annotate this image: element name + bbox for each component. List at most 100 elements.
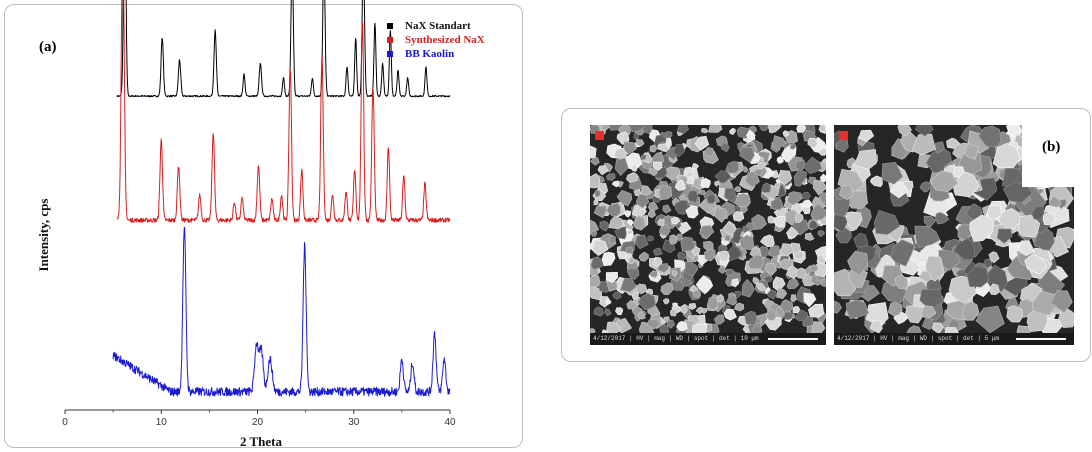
sem-info-text: 4/12/2017 | HV | mag | WD | spot | det |… xyxy=(593,335,759,342)
sem-particle xyxy=(786,277,800,290)
chart-legend: NaX Standart Synthesized NaX BB Kaolin xyxy=(387,20,485,60)
sem-particle xyxy=(698,225,715,239)
sem-particle xyxy=(812,180,826,196)
sem-particle xyxy=(740,205,748,214)
xrd-chart-panel: (a) 0 10 20 30 40 2 Theta Intensity, cps NaX… xyxy=(4,0,523,449)
sem-particle xyxy=(591,230,598,237)
sem-particle xyxy=(688,303,697,310)
sem-particle xyxy=(1024,253,1048,275)
sem-particle xyxy=(600,125,611,131)
sem-particle xyxy=(606,202,621,217)
sem-particle xyxy=(897,125,912,137)
sem-particle xyxy=(597,165,609,176)
sem-particle xyxy=(692,289,701,298)
sem-particle xyxy=(626,299,638,310)
sem-particle xyxy=(658,184,673,201)
sem-particle xyxy=(776,287,788,299)
legend-entry: BB Kaolin xyxy=(405,48,454,60)
sem-particle xyxy=(761,182,771,193)
sem-particle xyxy=(911,133,936,156)
sem-particle xyxy=(612,291,622,300)
sem-particle xyxy=(853,149,877,170)
sem-particle xyxy=(718,266,727,274)
sem-particle xyxy=(658,223,671,236)
sem-particle xyxy=(801,192,811,200)
sem-particle xyxy=(795,267,807,279)
sem-particle xyxy=(634,234,649,250)
sem-particle xyxy=(593,306,605,317)
sem-particle xyxy=(695,306,704,315)
legend-entry: Synthesized NaX xyxy=(405,34,485,46)
sem-particle xyxy=(1018,214,1041,238)
sem-images-panel: 4/12/2017 | HV | mag | WD | spot | det |… xyxy=(561,108,1091,362)
sem-particle xyxy=(640,185,653,196)
sem-particle xyxy=(978,125,1001,147)
sem-particle xyxy=(808,303,825,318)
sem-particle xyxy=(666,319,676,329)
sem-particle xyxy=(751,213,767,230)
sem-particle xyxy=(996,228,1013,244)
sem-particle xyxy=(739,146,755,163)
sem-particle xyxy=(807,137,819,149)
sem-particle xyxy=(679,303,688,314)
sem-particle xyxy=(708,125,723,133)
sem-particle xyxy=(881,162,904,185)
sem-particle xyxy=(706,296,719,311)
sem-particle xyxy=(677,125,689,134)
sem-particle xyxy=(611,180,620,188)
sem-particle xyxy=(931,322,944,335)
series-line xyxy=(116,0,451,223)
sem-particle xyxy=(934,211,950,225)
sem-particle xyxy=(741,166,749,173)
sem-particle xyxy=(794,212,804,224)
sem-particle xyxy=(599,220,610,232)
sem-particle xyxy=(637,293,657,311)
sem-particle xyxy=(619,277,637,293)
sem-particle xyxy=(921,318,935,330)
sem-particle xyxy=(720,142,730,153)
sem-particle xyxy=(606,173,616,181)
sem-particle xyxy=(768,125,781,133)
sem-micrograph-right: 4/12/2017 | HV | mag | WD | spot | det |… xyxy=(834,125,1074,345)
sem-micrograph-left: 4/12/2017 | HV | mag | WD | spot | det |… xyxy=(590,125,826,345)
sem-particle xyxy=(649,270,658,278)
sem-particle xyxy=(662,298,670,305)
plot-area xyxy=(112,0,451,397)
scale-bar xyxy=(768,338,818,340)
sem-particle xyxy=(890,239,915,267)
image-marker-icon xyxy=(595,131,604,140)
sem-particle xyxy=(636,139,645,147)
sem-particle xyxy=(792,306,801,314)
sem-particle xyxy=(820,278,826,288)
sem-particle xyxy=(657,218,665,227)
sem-particle xyxy=(734,186,742,193)
series-nax-standart xyxy=(116,0,451,98)
sem-particle xyxy=(590,145,597,159)
sem-particle xyxy=(1042,212,1056,226)
sem-particle xyxy=(646,319,661,330)
sem-particle xyxy=(776,156,784,164)
sem-particle xyxy=(775,307,785,318)
sem-particle xyxy=(593,198,599,206)
sem-particle xyxy=(918,270,932,283)
sem-particle xyxy=(758,125,770,131)
sem-particle xyxy=(725,161,740,174)
x-tick-label: 40 xyxy=(444,417,456,428)
sem-particle xyxy=(817,229,825,237)
sem-particle xyxy=(734,302,745,312)
sem-particle xyxy=(676,251,687,262)
sem-particle xyxy=(1006,305,1023,323)
sem-particle xyxy=(1018,240,1035,257)
sem-particle xyxy=(648,168,658,177)
sem-particle xyxy=(966,265,990,288)
sem-particle xyxy=(744,310,758,325)
sem-particle xyxy=(894,274,909,290)
sem-particle xyxy=(780,299,794,313)
sem-particle xyxy=(729,127,736,135)
sem-particle xyxy=(686,176,695,185)
sem-particle xyxy=(986,204,1002,220)
sem-particle xyxy=(786,265,800,279)
sem-particle xyxy=(845,299,870,319)
sem-particle xyxy=(700,177,711,189)
sem-particle xyxy=(772,135,787,151)
